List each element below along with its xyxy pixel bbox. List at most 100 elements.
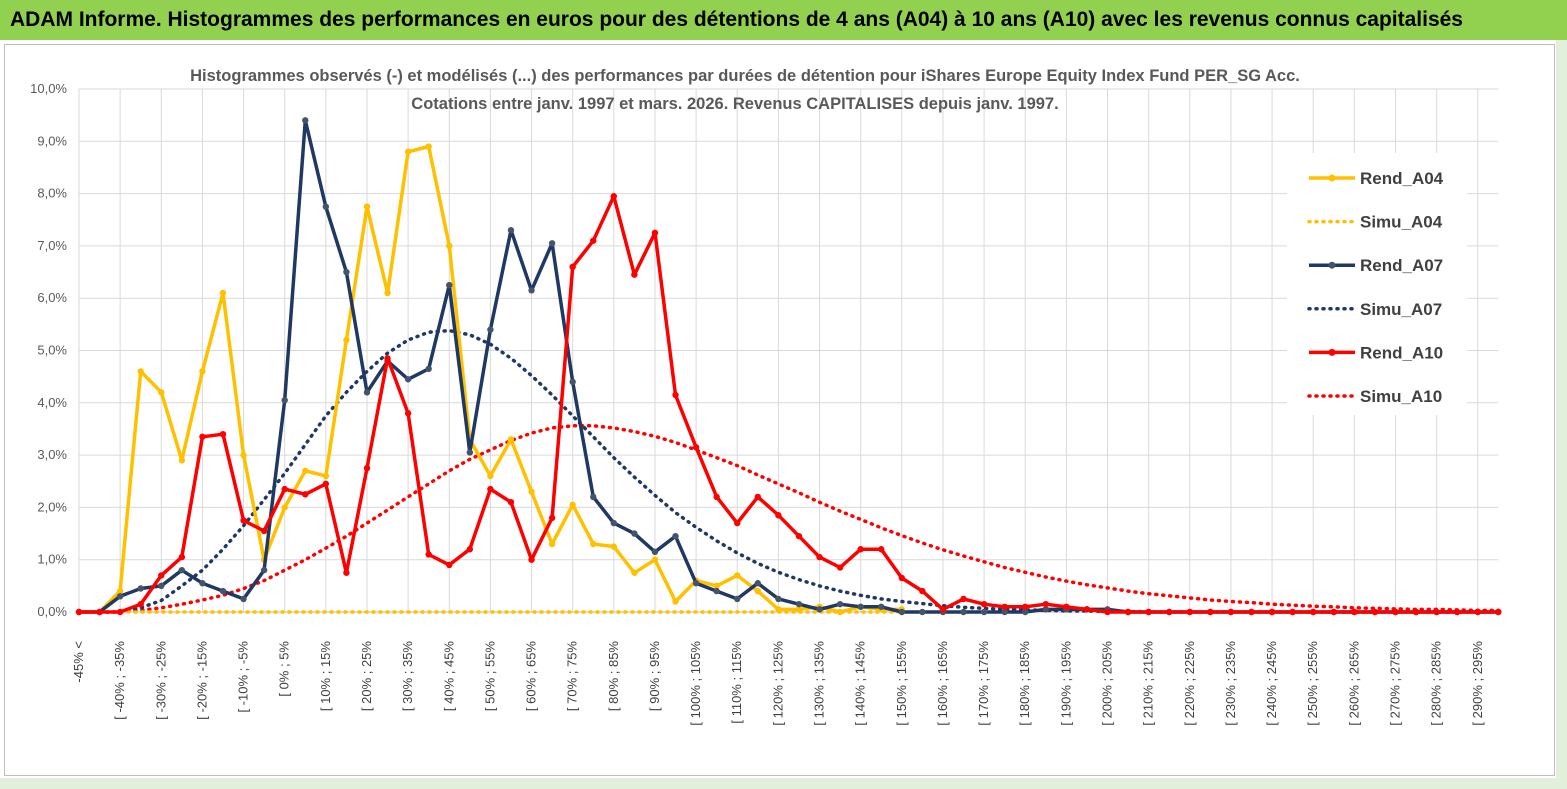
data-point [116, 587, 124, 595]
data-point [75, 608, 83, 616]
data-point [775, 595, 782, 603]
data-point [651, 556, 659, 563]
data-point [1186, 608, 1193, 616]
chart-svg: 0,0% 1,0% 2,0% 3,0% 4,0% 5,0% 6,0% 7,0% 8,0% 9,0%… [30, 67, 1502, 726]
x-tick-label: [ 150% ; 155% [894, 641, 909, 726]
x-tick-label: [ 80% ; 85% [606, 641, 621, 712]
data-point [816, 606, 823, 613]
data-point [487, 326, 494, 333]
data-point [590, 237, 597, 244]
data-point [610, 543, 618, 550]
data-point [795, 600, 803, 608]
data-point [240, 451, 247, 459]
data-point [590, 493, 597, 501]
data-point [734, 595, 741, 603]
data-point [1289, 608, 1296, 616]
chart-series [75, 117, 1502, 616]
data-point [1433, 608, 1440, 616]
data-point [363, 389, 371, 396]
data-point [507, 436, 515, 443]
data-point [116, 608, 124, 616]
chart-legend: Rend_A04 Simu_A04 Rend_A07 Simu_A07 Rend_A10… [1307, 169, 1444, 406]
y-tick-label: 1,0% [37, 552, 67, 567]
legend-label: Simu_A07 [1360, 300, 1442, 319]
data-point [1371, 608, 1379, 616]
data-point [569, 378, 576, 386]
data-point [487, 485, 494, 493]
data-point [1166, 608, 1173, 616]
report-title: ADAM Informe. Histogrammes des performan… [10, 8, 1463, 31]
data-point [919, 608, 926, 616]
data-point [425, 143, 432, 150]
data-point [158, 572, 165, 579]
chart-subtitle: Cotations entre janv. 1997 et mars. 2026… [411, 95, 1058, 113]
data-point [651, 229, 659, 237]
data-point [1124, 608, 1132, 616]
side-strip [1556, 40, 1567, 778]
data-point [610, 519, 618, 527]
x-tick-label: [ 200% ; 205% [1100, 641, 1115, 726]
data-point [137, 585, 144, 592]
data-point [466, 449, 474, 456]
data-point [1207, 608, 1214, 616]
y-tick-label: 6,0% [37, 290, 67, 305]
data-point [1310, 608, 1317, 616]
data-point [281, 504, 288, 511]
data-point [322, 472, 330, 480]
data-point [1104, 608, 1111, 616]
data-point [507, 227, 515, 234]
data-point [590, 540, 597, 548]
data-point [1227, 608, 1235, 616]
data-point [734, 572, 741, 579]
x-tick-label: [ 180% ; 185% [1017, 641, 1032, 726]
legend-background [1287, 153, 1467, 415]
data-point [857, 546, 864, 553]
data-point [836, 600, 844, 608]
y-tick-label: 3,0% [37, 447, 67, 462]
data-point [178, 566, 186, 574]
x-tick-label: [ 100% ; 105% [688, 641, 703, 726]
x-tick-label: [ 190% ; 195% [1058, 641, 1073, 726]
data-point [713, 493, 720, 501]
data-point [651, 548, 659, 556]
y-tick-label: 2,0% [37, 499, 67, 514]
data-point [199, 433, 206, 440]
data-point [178, 553, 186, 561]
chart-area: 0,0% 1,0% 2,0% 3,0% 4,0% 5,0% 6,0% 7,0% 8,0% 9,0%… [4, 44, 1555, 776]
legend-label: Rend_A07 [1360, 256, 1443, 275]
data-point [178, 457, 186, 464]
x-tick-label: [ 280% ; 285% [1429, 641, 1444, 726]
data-point [1042, 600, 1049, 608]
data-point [548, 514, 556, 522]
data-point [199, 368, 206, 375]
data-point [363, 464, 371, 472]
data-point [569, 263, 576, 271]
x-tick-label: [ 120% ; 125% [770, 641, 785, 726]
x-tick-label: [ 290% ; 295% [1470, 641, 1485, 726]
x-tick-label: [ 250% ; 255% [1305, 641, 1320, 726]
data-point [795, 532, 803, 540]
data-point [672, 532, 679, 540]
data-point [487, 472, 494, 480]
data-point [754, 580, 762, 587]
data-point [528, 556, 535, 563]
data-point [260, 566, 268, 574]
data-point [466, 546, 474, 553]
data-point [528, 488, 535, 495]
data-point [240, 517, 247, 524]
legend-label: Rend_A10 [1360, 343, 1443, 362]
x-tick-label: [ 140% ; 145% [853, 641, 868, 726]
data-point [322, 480, 330, 488]
x-tick-label: [ 170% ; 175% [976, 641, 991, 726]
data-point [363, 203, 371, 210]
data-point [1330, 608, 1337, 616]
x-tick-label: [ 130% ; 135% [812, 641, 827, 726]
data-point [158, 389, 165, 396]
data-point [692, 444, 700, 451]
data-point [446, 281, 453, 289]
data-point [260, 527, 268, 535]
data-point [404, 376, 412, 383]
data-point [754, 493, 762, 501]
data-point [898, 608, 905, 616]
data-point [548, 240, 556, 247]
